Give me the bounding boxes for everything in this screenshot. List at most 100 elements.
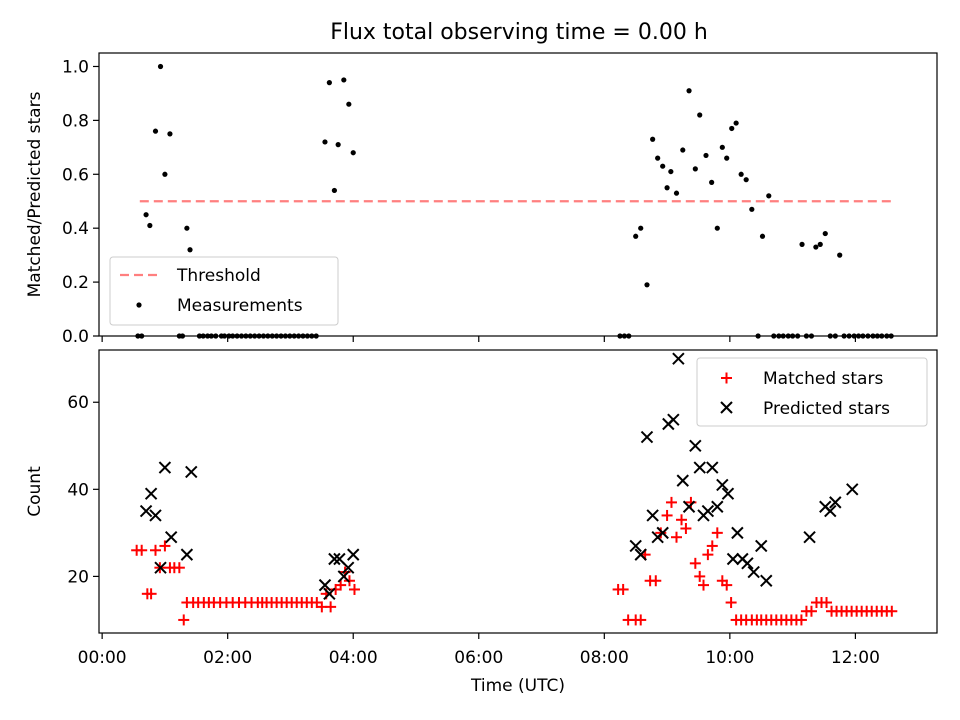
predicted-stars-marker xyxy=(629,539,642,553)
matched-stars-marker xyxy=(702,549,714,561)
legend-measurements-swatch xyxy=(136,302,142,308)
measurement-point xyxy=(714,225,720,231)
predicted-stars-marker xyxy=(824,504,837,518)
measurement-point xyxy=(709,179,715,185)
measurement-point xyxy=(703,152,709,159)
measurement-point xyxy=(291,333,297,339)
measurement-point xyxy=(650,136,656,142)
measurement-point xyxy=(780,333,786,339)
measurement-point xyxy=(304,333,311,339)
measurement-point xyxy=(152,128,159,134)
measurement-point xyxy=(822,230,828,237)
legend-matched-swatch xyxy=(721,372,732,384)
matched-stars-marker xyxy=(721,579,733,591)
measurement-point xyxy=(313,333,319,339)
measurement-point xyxy=(841,333,847,339)
predicted-stars-marker xyxy=(747,565,760,579)
measurement-point xyxy=(846,333,852,339)
matched-stars-marker xyxy=(706,540,718,552)
matched-stars-marker xyxy=(665,496,677,508)
x-tick-label: 00:00 xyxy=(78,648,127,668)
measurement-point xyxy=(755,333,761,339)
y-tick-label: 20 xyxy=(67,567,89,587)
x-tick-label: 12:00 xyxy=(831,648,880,668)
measurement-point xyxy=(143,212,149,218)
y-tick-label: 0.2 xyxy=(62,273,89,293)
measurement-point xyxy=(865,333,871,339)
predicted-stars-marker xyxy=(154,561,167,574)
predicted-stars-marker xyxy=(803,531,816,544)
y-tick-label: 0.0 xyxy=(62,327,89,347)
measurement-point xyxy=(766,193,772,199)
measurement-point xyxy=(226,333,232,339)
measurement-point xyxy=(633,233,639,239)
predicted-stars-marker xyxy=(328,552,341,566)
measurement-point xyxy=(350,150,356,156)
measurement-point xyxy=(664,185,670,191)
matched-stars-marker xyxy=(676,514,688,526)
matched-stars-marker xyxy=(325,601,337,613)
measurement-point xyxy=(204,333,211,339)
legend-measurements-label: Measurements xyxy=(177,296,303,316)
predicted-stars-marker xyxy=(180,548,194,561)
matched-stars-marker xyxy=(348,583,360,595)
measurement-point xyxy=(692,166,698,172)
measurement-point xyxy=(230,333,236,339)
measurement-point xyxy=(888,333,894,339)
predicted-stars-marker xyxy=(829,496,842,509)
measurement-point xyxy=(274,333,280,339)
predicted-stars-marker xyxy=(640,430,654,444)
measurement-point xyxy=(870,333,876,339)
measurement-point xyxy=(673,190,680,196)
y-axis-label: Matched/Predicted stars xyxy=(25,91,45,297)
measurement-point xyxy=(309,333,315,339)
measurement-point xyxy=(827,333,833,339)
measurement-point xyxy=(184,225,190,231)
measurement-point xyxy=(832,333,838,339)
matched-stars-marker xyxy=(821,597,833,609)
y-tick-label: 40 xyxy=(67,480,89,500)
matched-stars-marker xyxy=(670,531,682,543)
matched-stars-marker xyxy=(617,583,629,595)
measurement-point xyxy=(167,131,173,137)
measurement-point xyxy=(278,333,284,339)
measurement-point xyxy=(771,333,777,339)
bottom-panel-count-plot: 20 40 60 00:00 02:00 04:00 06:00 08:00 10:00 12:0… xyxy=(25,349,938,696)
predicted-stars-marker xyxy=(755,539,768,553)
matched-stars-marker xyxy=(725,597,737,609)
predicted-stars-marker xyxy=(185,465,198,479)
measurement-point xyxy=(808,333,815,339)
measurement-point xyxy=(879,333,885,339)
matched-stars-marker xyxy=(145,588,157,600)
predicted-stars-marker xyxy=(721,487,735,500)
measurement-point xyxy=(157,63,164,70)
predicted-stars-marker xyxy=(741,557,754,570)
y-tick-label: 60 xyxy=(67,393,89,413)
predicted-stars-marker xyxy=(634,548,647,561)
measurement-point xyxy=(724,155,730,161)
measurement-point xyxy=(617,333,623,339)
predicted-stars-marker xyxy=(701,504,715,518)
measurement-point xyxy=(719,144,725,150)
measurement-point xyxy=(300,333,306,339)
measurement-point xyxy=(147,222,153,229)
legend-box xyxy=(696,357,928,427)
predicted-stars-marker xyxy=(689,439,702,452)
measurement-point xyxy=(626,333,632,339)
measurement-point xyxy=(196,333,203,339)
predicted-stars-marker xyxy=(139,504,153,518)
legend-predicted-label: Predicted stars xyxy=(763,399,890,419)
measurement-point xyxy=(335,142,341,148)
legend-matched-label: Matched stars xyxy=(763,369,883,389)
predicted-stars-marker xyxy=(846,483,859,496)
measurement-point xyxy=(331,187,337,194)
measurement-point xyxy=(247,333,253,339)
predicted-stars-marker xyxy=(646,509,659,522)
y-tick-label: 1.0 xyxy=(62,57,89,77)
measurement-point xyxy=(296,333,302,339)
matched-stars-marker xyxy=(689,557,701,569)
predicted-stars-marker xyxy=(323,587,336,601)
measurement-point xyxy=(697,112,703,118)
chart-title: Flux total observing time = 0.00 h xyxy=(330,20,708,45)
measurement-point xyxy=(638,225,644,231)
